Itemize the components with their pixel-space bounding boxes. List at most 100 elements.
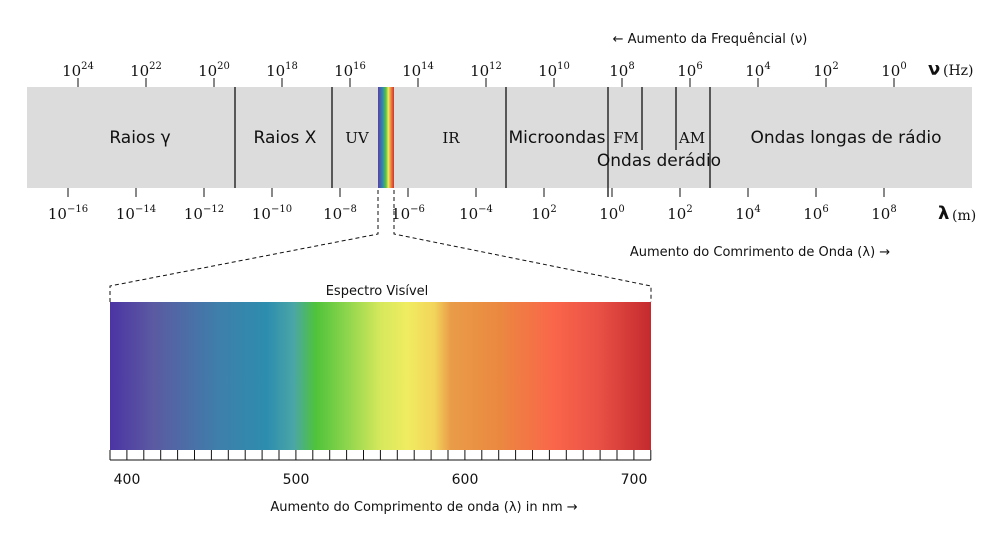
wavelength-tick-exp: 4	[754, 204, 760, 215]
wavelength-tick: 10−6	[391, 204, 425, 223]
wavelength-tick: 10−4	[459, 204, 493, 223]
wavelength-tick-exp: −4	[478, 204, 493, 215]
frequency-tick: 108	[609, 61, 634, 80]
frequency-tick-base: 10	[881, 62, 900, 80]
region-label: Raios γ	[109, 128, 170, 148]
frequency-tick-exp: 14	[421, 61, 434, 72]
frequency-tick-exp: 8	[628, 61, 634, 72]
wavelength-tick-base: 10	[48, 205, 67, 223]
wavelength-tick-exp: −12	[203, 204, 224, 215]
frequency-tick-exp: 12	[489, 61, 502, 72]
nm-label: 400	[114, 472, 141, 488]
wavelength-caption: Aumento do Comrimento de Onda (λ) →	[630, 245, 890, 260]
frequency-symbol: ν	[928, 59, 940, 80]
frequency-tick-base: 10	[266, 62, 285, 80]
visible-caption: Aumento do Comprimento de onda (λ) in nm…	[270, 500, 577, 515]
frequency-tick-base: 10	[538, 62, 557, 80]
wavelength-symbol: λ	[938, 203, 949, 224]
wavelength-tick-base: 10	[871, 205, 890, 223]
frequency-tick-base: 10	[470, 62, 489, 80]
frequency-caption: ← Aumento da Frequêncial (ν)	[613, 32, 808, 47]
frequency-tick-base: 10	[334, 62, 353, 80]
nm-label: 700	[621, 472, 648, 488]
wavelength-tick-exp: 8	[890, 204, 896, 215]
wavelength-tick: 10−12	[184, 204, 224, 223]
visible-title: Espectro Visível	[326, 284, 429, 299]
wavelength-tick-base: 10	[667, 205, 686, 223]
frequency-tick-exp: 20	[217, 61, 230, 72]
wavelength-tick-base: 10	[323, 205, 342, 223]
wavelength-tick-exp: −16	[67, 204, 88, 215]
wavelength-tick-base: 10	[803, 205, 822, 223]
wavelength-tick-exp: 2	[550, 204, 556, 215]
frequency-tick-exp: 6	[696, 61, 702, 72]
wavelength-tick-base: 10	[599, 205, 618, 223]
frequency-tick-base: 10	[198, 62, 217, 80]
frequency-tick-exp: 22	[149, 61, 162, 72]
wavelength-tick-exp: −10	[271, 204, 292, 215]
frequency-tick-base: 10	[745, 62, 764, 80]
frequency-tick-exp: 0	[900, 61, 906, 72]
nm-ticks	[109, 450, 652, 461]
wavelength-tick-exp: −8	[342, 204, 357, 215]
frequency-tick: 1018	[266, 61, 298, 80]
dividers	[234, 87, 711, 197]
wavelength-tick: 108	[871, 204, 896, 223]
wavelength-tick: 100	[599, 204, 624, 223]
region-label: Ondas longas de rádio	[751, 128, 942, 148]
wavelength-tick: 10−8	[323, 204, 357, 223]
frequency-tick: 102	[813, 61, 838, 80]
frequency-tick-exp: 10	[557, 61, 570, 72]
region-label: UV	[345, 129, 370, 147]
wavelength-tick-exp: 2	[686, 204, 692, 215]
region-label: AM	[678, 129, 705, 147]
frequency-tick-exp: 4	[764, 61, 770, 72]
wavelength-tick: 10−10	[252, 204, 292, 223]
zoom-lines	[109, 190, 652, 302]
wavelength-tick: 10−16	[48, 204, 88, 223]
frequency-tick: 104	[745, 61, 770, 80]
frequency-tick-exp: 18	[285, 61, 298, 72]
wavelength-tick: 106	[803, 204, 828, 223]
region-label: FM	[613, 129, 639, 147]
wavelength-tick: 102	[667, 204, 692, 223]
frequency-tick: 1016	[334, 61, 366, 80]
wavelength-tick: 102	[531, 204, 556, 223]
frequency-tick: 1022	[130, 61, 162, 80]
wavelength-tick-base: 10	[735, 205, 754, 223]
wavelength-tick-exp: 6	[822, 204, 828, 215]
frequency-tick: 1020	[198, 61, 230, 80]
wavelength-tick-base: 10	[459, 205, 478, 223]
wavelength-tick-exp: −14	[135, 204, 156, 215]
wavelength-tick-base: 10	[116, 205, 135, 223]
wavelength-tick-exp: 0	[618, 204, 624, 215]
frequency-tick-base: 10	[609, 62, 628, 80]
region-label: IR	[442, 129, 460, 147]
frequency-unit: (Hz)	[943, 63, 974, 79]
frequency-tick: 1010	[538, 61, 570, 80]
frequency-tick: 100	[881, 61, 906, 80]
visible-stripe	[378, 87, 394, 188]
spectrum-band	[27, 87, 972, 188]
wavelength-tick: 10−14	[116, 204, 156, 223]
wavelength-tick: 104	[735, 204, 760, 223]
frequency-tick-exp: 24	[81, 61, 94, 72]
frequency-tick-base: 10	[130, 62, 149, 80]
wavelength-tick-base: 10	[252, 205, 271, 223]
wavelength-tick-base: 10	[531, 205, 550, 223]
wavelength-tick-base: 10	[391, 205, 410, 223]
frequency-tick: 106	[677, 61, 702, 80]
frequency-tick-base: 10	[813, 62, 832, 80]
region-label: Ondas derádio	[597, 151, 721, 171]
nm-label: 600	[452, 472, 479, 488]
frequency-tick: 1012	[470, 61, 502, 80]
frequency-tick-exp: 16	[353, 61, 366, 72]
wavelength-tick-exp: −6	[410, 204, 425, 215]
frequency-tick-base: 10	[677, 62, 696, 80]
region-label: Raios X	[254, 128, 317, 148]
wavelength-tick-base: 10	[184, 205, 203, 223]
nm-label: 500	[283, 472, 310, 488]
region-label: Microondas	[509, 128, 606, 148]
frequency-tick: 1024	[62, 61, 94, 80]
frequency-tick-exp: 2	[832, 61, 838, 72]
